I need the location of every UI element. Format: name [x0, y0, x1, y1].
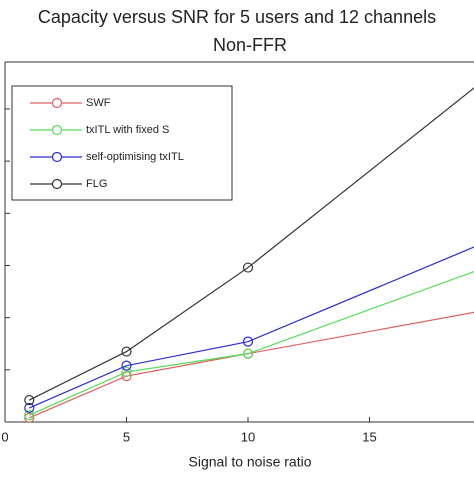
legend-marker	[51, 97, 63, 109]
point-marker	[24, 412, 35, 422]
series-line	[29, 87, 474, 401]
legend-label: txITL with fixed S	[86, 124, 169, 136]
legend-marker	[51, 151, 63, 163]
series-line	[29, 311, 474, 419]
point-marker	[121, 360, 132, 371]
point-marker	[242, 348, 254, 359]
series-line	[29, 246, 474, 409]
series-line	[29, 271, 474, 416]
chart-title: Capacity versus SNR for 5 users and 12 c…	[38, 7, 436, 27]
point-marker	[242, 262, 254, 273]
x-axis-label: Signal to noise ratio	[189, 454, 312, 470]
point-marker	[24, 402, 35, 414]
plot-area	[24, 87, 474, 422]
point-marker	[121, 346, 132, 357]
point-marker	[24, 394, 35, 406]
x-tick-label: 5	[123, 429, 130, 444]
x-tick-label: 10	[241, 429, 255, 444]
legend-label: FLG	[86, 178, 107, 190]
legend-label: self-optimising txITL	[86, 151, 184, 163]
point-marker	[242, 336, 254, 347]
chart-subtitle: Non-FFR	[213, 35, 287, 55]
legend-marker	[51, 178, 63, 190]
x-tick-label: 0	[1, 429, 8, 444]
point-marker	[24, 410, 35, 421]
point-marker	[121, 366, 132, 378]
legend-box	[11, 85, 233, 201]
x-tick-label: 15	[362, 429, 376, 444]
legend-marker	[51, 124, 63, 136]
legend-label: SWF	[86, 97, 111, 109]
